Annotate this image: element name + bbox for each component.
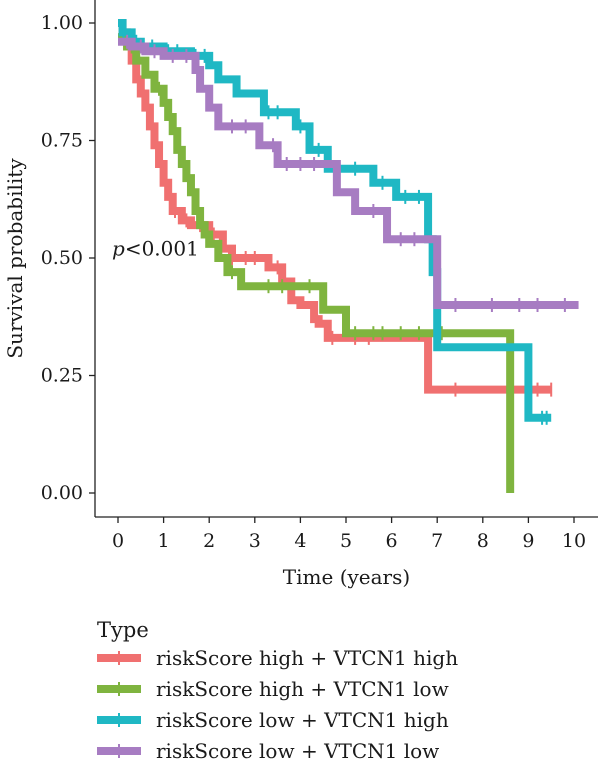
axes-layer: 0 1 2 3 4 5 6 7 8 9 10 0.00 0.25 0.50 0.75 1.00 [41, 0, 598, 552]
legend-label: riskScore low + VTCN1 high [156, 708, 449, 732]
series-4 [118, 34, 579, 312]
x-tick-label: 5 [340, 530, 352, 552]
y-tick-label: 1.00 [41, 12, 83, 34]
legend-label: riskScore low + VTCN1 low [156, 739, 439, 763]
y-axis-title: Survival probability [3, 158, 27, 359]
x-tick-label: 4 [294, 530, 306, 552]
x-tick-label: 6 [386, 530, 398, 552]
y-tick-label: 0.25 [41, 365, 83, 387]
legend-label: riskScore high + VTCN1 high [156, 646, 458, 670]
x-tick-label: 2 [203, 530, 215, 552]
x-tick-label: 10 [562, 530, 586, 552]
series-1 [118, 19, 553, 397]
p-value-italic: p [112, 237, 125, 261]
x-tick-label: 1 [158, 530, 170, 552]
legend-title: Type [97, 618, 149, 642]
x-tick-label: 3 [249, 530, 261, 552]
x-axis-title: Time (years) [283, 565, 410, 589]
legend-label: riskScore high + VTCN1 low [156, 677, 449, 701]
y-tick-label: 0.75 [41, 130, 83, 152]
x-tick-label: 8 [477, 530, 489, 552]
series-2 [118, 33, 515, 493]
series-line [118, 37, 579, 309]
y-tick-label: 0.50 [41, 247, 83, 269]
x-tick-label: 0 [112, 530, 124, 552]
p-value-annotation: p<0.001 [112, 237, 199, 261]
series-line [118, 33, 515, 493]
legend: Type riskScore high + VTCN1 high riskScor… [97, 618, 458, 763]
x-tick-label: 9 [522, 530, 534, 552]
p-value-rest: <0.001 [125, 237, 199, 261]
series-layer [118, 19, 579, 493]
y-tick-label: 0.00 [41, 482, 83, 504]
x-tick-label: 7 [431, 530, 443, 552]
